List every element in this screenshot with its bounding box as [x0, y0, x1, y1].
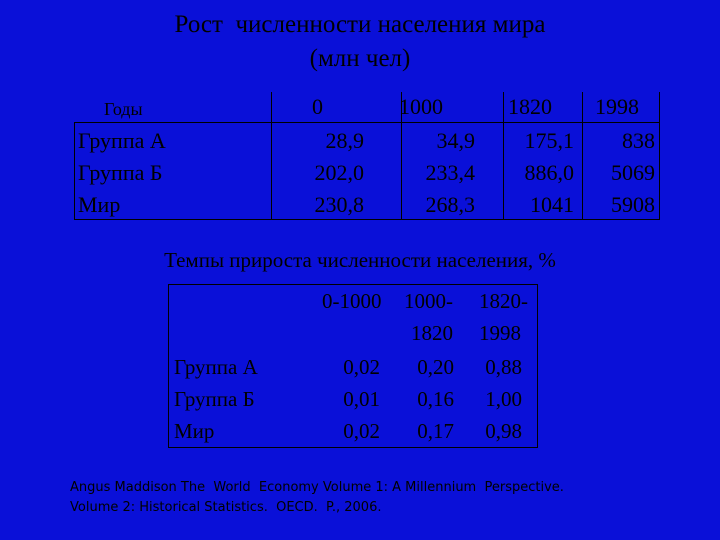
table-border: [503, 92, 504, 220]
source-line-2: Volume 2: Historical Statistics. OECD. P…: [70, 500, 382, 515]
table-border: [168, 284, 169, 448]
table-cell: 268,3: [425, 192, 476, 217]
table-cell: 34,9: [436, 128, 476, 153]
source-line-1: Angus Maddison The World Economy Volume …: [70, 480, 564, 495]
table-border: [271, 92, 272, 220]
row-label: Группа Б: [78, 160, 163, 185]
title-line-1: Рост численности населения мира: [174, 11, 546, 38]
source-citation: Angus Maddison The World Economy Volume …: [70, 478, 710, 518]
period-header: 1820: [411, 321, 453, 345]
table-border: [168, 284, 538, 285]
slide-title: Рост численности населения мира (млн чел…: [0, 8, 720, 76]
table-cell: 28,9: [325, 128, 365, 153]
table-cell: 0,16: [417, 387, 454, 411]
table-border: [582, 92, 583, 220]
table-cell: 175,1: [524, 128, 575, 153]
title-line-2: (млн чел): [309, 45, 411, 72]
table-cell: 0,02: [343, 355, 380, 379]
table-border: [74, 122, 75, 220]
table-border: [537, 284, 538, 448]
period-header: 0-1000: [322, 289, 382, 313]
table-cell: 0,01: [343, 387, 380, 411]
year-header: 1820: [508, 94, 552, 119]
table-border: [659, 92, 660, 220]
table-cell: 0,20: [417, 355, 454, 379]
header-years-label: Годы: [104, 99, 143, 119]
year-header: 1998: [595, 94, 639, 119]
growth-rate-subtitle: Темпы прироста численности населения, %: [164, 248, 556, 272]
growth-rate-table: 0-1000 1000- 1820 1820- 1998 Группа А 0,…: [168, 284, 538, 448]
row-label: Группа Б: [174, 387, 255, 411]
period-header: 1998: [479, 321, 521, 345]
row-label: Мир: [174, 419, 215, 443]
row-label: Мир: [78, 192, 121, 217]
period-header: 1000-: [404, 289, 453, 313]
table-cell: 5069: [611, 160, 655, 185]
table-cell: 0,17: [417, 419, 454, 443]
period-header: 1820-: [479, 289, 528, 313]
table-border: [168, 447, 538, 448]
table-border: [401, 92, 402, 220]
table-cell: 230,8: [314, 192, 365, 217]
row-label: Группа А: [78, 128, 166, 153]
table-cell: 886,0: [524, 160, 575, 185]
table-cell: 5908: [611, 192, 655, 217]
table-cell: 838: [622, 128, 655, 153]
table-cell: 0,88: [485, 355, 522, 379]
year-header: 0: [312, 94, 323, 119]
table-border: [74, 219, 660, 220]
table-cell: 0,02: [343, 419, 380, 443]
table-cell: 1,00: [485, 387, 522, 411]
table-cell: 202,0: [314, 160, 365, 185]
table-cell: 0,98: [485, 419, 522, 443]
population-table: Годы 0 1000 1820 1998 Группа А 28,9 34,9…: [74, 92, 660, 220]
table-cell: 1041: [530, 192, 574, 217]
row-label: Группа А: [174, 355, 258, 379]
table-border: [74, 122, 660, 123]
year-header: 1000: [399, 94, 443, 119]
table-cell: 233,4: [425, 160, 476, 185]
